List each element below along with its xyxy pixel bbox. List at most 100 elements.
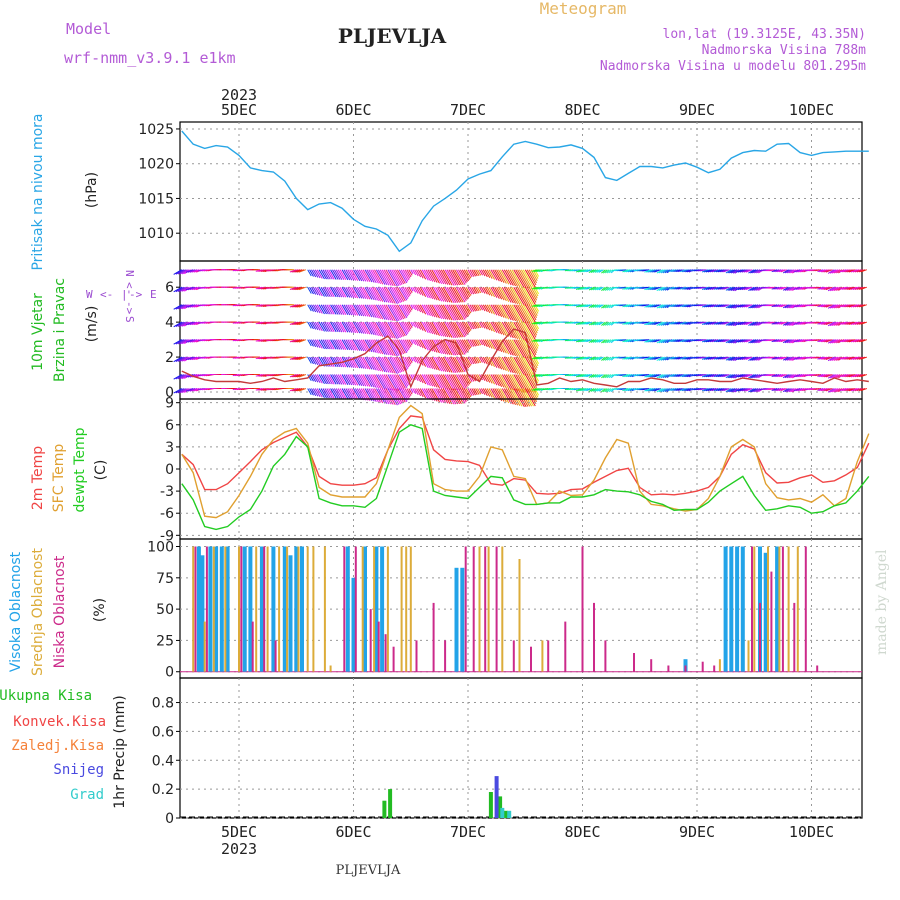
wind-vector <box>624 286 631 290</box>
wind-vector <box>703 304 711 308</box>
wind-vector <box>339 269 347 281</box>
wind-vector <box>652 321 659 325</box>
cloud-ytick-label: 0 <box>165 665 174 681</box>
wind-vector <box>662 388 669 393</box>
temp-line-dewpt <box>181 424 870 531</box>
wind-vector <box>328 304 335 315</box>
time-label-top: 5DEC <box>221 101 257 119</box>
wind-vector <box>458 321 467 336</box>
wind-vector <box>358 339 367 352</box>
wind-vector <box>528 286 538 301</box>
wind-vector <box>629 286 637 290</box>
wind-vector <box>778 269 785 273</box>
wind-vector <box>824 269 831 273</box>
wind-vector <box>771 321 778 325</box>
wind-vector <box>656 321 663 326</box>
wind-vector <box>347 388 355 400</box>
wind-vector <box>620 321 627 324</box>
wind-vector <box>537 339 543 342</box>
wind-vector <box>375 269 386 285</box>
wind-vector <box>737 374 745 378</box>
wind-vector <box>848 321 856 325</box>
wind-vector <box>601 356 606 361</box>
wind-vector <box>335 374 343 385</box>
wind-vector <box>703 321 711 325</box>
wind-vector <box>402 374 410 385</box>
wind-vector <box>452 356 462 373</box>
wind-vector <box>793 286 801 290</box>
wind-vector <box>501 269 512 286</box>
wind-vector <box>654 356 661 360</box>
wind-vector <box>337 321 345 333</box>
wind-vector <box>824 286 831 290</box>
wind-vector <box>535 286 541 290</box>
wind-ylabel: 10m Vjetar <box>30 293 46 371</box>
wind-vector <box>322 286 329 297</box>
wind-vector <box>471 388 477 396</box>
wind-vector <box>780 356 787 360</box>
wind-vector <box>711 388 719 392</box>
wind-vector <box>383 269 394 286</box>
wind-vector <box>511 321 523 341</box>
wind-vector <box>519 356 531 376</box>
wind-vector <box>307 269 312 277</box>
wind-vector <box>754 269 761 274</box>
wind-vector <box>856 321 864 325</box>
wind-vector <box>368 321 377 336</box>
wind-vector <box>374 339 384 355</box>
wind-vector <box>496 304 505 318</box>
wind-vector <box>658 286 665 291</box>
wind-vector <box>314 304 321 314</box>
wind-vector <box>454 286 464 303</box>
wind-vector <box>385 356 396 374</box>
wind-vector <box>598 321 604 326</box>
cloud-bar-cloud_low <box>667 665 670 672</box>
cloud-bar-cloud_low <box>650 659 653 672</box>
wind-vector <box>533 388 539 391</box>
wind-vector <box>297 374 305 378</box>
wind-vector <box>793 339 801 343</box>
wind-vector <box>848 388 856 392</box>
wind-vector <box>454 356 464 373</box>
wind-vector <box>187 304 196 308</box>
wind-vector <box>777 269 784 273</box>
wind-vector <box>860 269 867 273</box>
wind-vector <box>606 286 612 291</box>
wind-vector <box>664 286 671 291</box>
wind-vector <box>526 339 537 356</box>
wind-vector <box>417 356 424 366</box>
wind-vector <box>719 356 726 360</box>
wind-vector <box>387 388 398 406</box>
wind-vector <box>670 286 677 290</box>
wind-vector <box>856 374 864 378</box>
wind-vector <box>841 374 848 378</box>
wind-vector <box>703 339 711 343</box>
cloud-bar-cloud_high <box>454 567 459 672</box>
wind-vector <box>341 356 349 368</box>
wind-vector <box>431 388 440 403</box>
wind-vector <box>175 374 184 380</box>
wind-vector <box>769 304 776 307</box>
wind-vector <box>374 286 384 302</box>
wind-vector <box>501 388 512 405</box>
wind-vector <box>398 374 408 388</box>
wind-vector <box>318 388 325 399</box>
cloud-bar-cloud_mid <box>518 559 521 672</box>
wind-vector <box>624 269 631 273</box>
wind-vector <box>786 304 793 309</box>
wind-vector <box>743 286 751 291</box>
wind-vector <box>732 321 740 327</box>
wind-vector <box>309 356 314 365</box>
wind-vector <box>586 321 593 325</box>
wind-vector <box>452 374 462 390</box>
wind-vector <box>259 388 266 391</box>
wind-vector <box>592 356 599 361</box>
wind-vector <box>652 374 659 378</box>
wind-vector <box>414 269 419 277</box>
compass-east: E <box>150 288 157 301</box>
wind-vector <box>825 304 833 308</box>
cloud-bar-cloud_mid <box>203 621 206 672</box>
cloud-ytick-label: 50 <box>156 602 174 618</box>
wind-vector <box>723 321 730 325</box>
wind-vector <box>741 339 749 343</box>
